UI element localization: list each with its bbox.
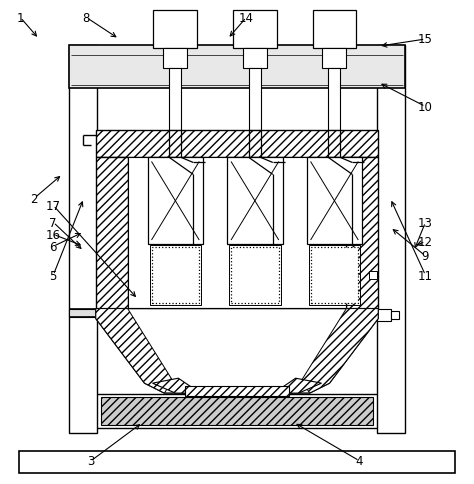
Text: 1: 1: [17, 12, 24, 25]
Text: 9: 9: [422, 250, 429, 263]
Text: 7: 7: [49, 216, 57, 229]
Text: 16: 16: [46, 228, 61, 241]
Text: 8: 8: [82, 12, 90, 25]
Bar: [233, 11, 277, 49]
Text: 2: 2: [31, 192, 38, 205]
Bar: [229, 245, 281, 305]
Bar: [328, 69, 340, 130]
Bar: [164, 49, 187, 69]
Bar: [101, 397, 373, 425]
Polygon shape: [301, 309, 378, 393]
Bar: [96, 158, 128, 309]
Bar: [96, 394, 378, 428]
Bar: [377, 309, 391, 321]
Bar: [69, 309, 377, 317]
Bar: [227, 158, 283, 244]
Text: 10: 10: [418, 101, 433, 114]
Polygon shape: [274, 378, 321, 393]
Bar: [185, 386, 289, 396]
Text: 6: 6: [49, 241, 57, 253]
Bar: [69, 46, 405, 89]
Bar: [149, 245, 201, 305]
Polygon shape: [96, 309, 173, 393]
Polygon shape: [153, 378, 200, 393]
Text: 3: 3: [87, 454, 95, 468]
Bar: [310, 247, 358, 303]
Text: 4: 4: [356, 454, 363, 468]
Text: 13: 13: [418, 216, 433, 229]
Bar: [19, 451, 455, 473]
Bar: [154, 11, 197, 49]
Bar: [249, 69, 261, 130]
Bar: [128, 158, 346, 309]
Bar: [346, 158, 378, 309]
Bar: [369, 271, 377, 279]
Bar: [243, 49, 267, 69]
Text: 17: 17: [46, 199, 61, 212]
Bar: [377, 46, 405, 433]
Text: 5: 5: [50, 269, 57, 282]
Text: 14: 14: [239, 12, 254, 25]
Bar: [322, 49, 346, 69]
Bar: [169, 69, 182, 130]
Bar: [307, 158, 362, 244]
Text: 15: 15: [418, 33, 433, 46]
Bar: [231, 247, 279, 303]
Bar: [391, 311, 399, 319]
Bar: [147, 158, 203, 244]
Bar: [69, 46, 97, 433]
Bar: [152, 247, 199, 303]
Text: 11: 11: [418, 269, 433, 282]
Polygon shape: [96, 309, 378, 393]
Bar: [309, 245, 360, 305]
Text: 12: 12: [418, 236, 433, 248]
Bar: [96, 130, 378, 158]
Bar: [312, 11, 356, 49]
